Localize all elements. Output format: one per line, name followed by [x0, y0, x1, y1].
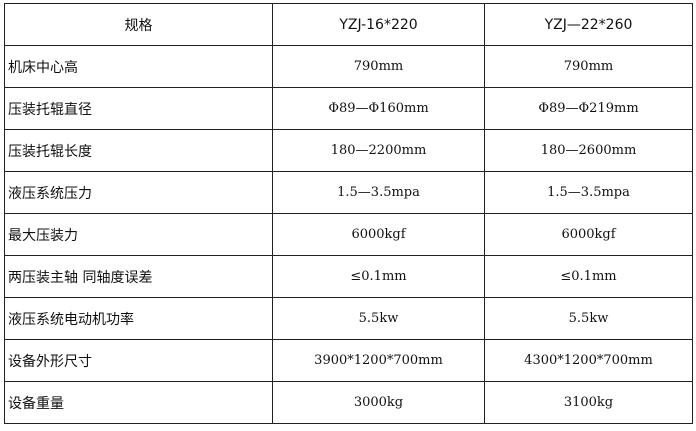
row-value-model-2: 4300*1200*700mm: [484, 339, 693, 382]
row-value-model-2: 790mm: [484, 45, 693, 88]
row-label: 液压系统电动机功率: [4, 297, 273, 340]
row-value-model-1: 3900*1200*700mm: [272, 339, 485, 382]
header-spec-label: 规格: [4, 3, 273, 46]
row-value-model-1: 3000kg: [272, 381, 485, 424]
table-row: 液压系统电动机功率 5.5kw 5.5kw: [4, 297, 693, 340]
row-value-model-2: 3100kg: [484, 381, 693, 424]
row-label: 液压系统压力: [4, 171, 273, 214]
row-value-model-1: 6000kgf: [272, 213, 485, 256]
row-value-model-1: ≤0.1mm: [272, 255, 485, 298]
table-row: 设备重量 3000kg 3100kg: [4, 381, 693, 424]
row-value-model-1: 180—2200mm: [272, 129, 485, 172]
row-value-model-1: 1.5—3.5mpa: [272, 171, 485, 214]
row-value-model-1: 790mm: [272, 45, 485, 88]
row-value-model-2: 180—2600mm: [484, 129, 693, 172]
table-row: 液压系统压力 1.5—3.5mpa 1.5—3.5mpa: [4, 171, 693, 214]
row-label: 设备外形尺寸: [4, 339, 273, 382]
row-label: 机床中心高: [4, 45, 273, 88]
row-value-model-2: ≤0.1mm: [484, 255, 693, 298]
row-value-model-2: 1.5—3.5mpa: [484, 171, 693, 214]
table-row: 最大压装力 6000kgf 6000kgf: [4, 213, 693, 256]
table-row: 机床中心高 790mm 790mm: [4, 45, 693, 88]
row-label: 压装托辊直径: [4, 87, 273, 130]
row-value-model-1: Φ89—Φ160mm: [272, 87, 485, 130]
row-value-model-1: 5.5kw: [272, 297, 485, 340]
row-label: 最大压装力: [4, 213, 273, 256]
row-label: 设备重量: [4, 381, 273, 424]
spec-table: 规格 YZJ-16*220 YZJ—22*260 机床中心高 790mm 790mm…: [4, 3, 693, 424]
row-value-model-2: Φ89—Φ219mm: [484, 87, 693, 130]
row-value-model-2: 5.5kw: [484, 297, 693, 340]
row-label: 压装托辊长度: [4, 129, 273, 172]
header-model-1: YZJ-16*220: [272, 3, 485, 46]
table-row: 压装托辊直径 Φ89—Φ160mm Φ89—Φ219mm: [4, 87, 693, 130]
header-model-2: YZJ—22*260: [484, 3, 693, 46]
table-row: 压装托辊长度 180—2200mm 180—2600mm: [4, 129, 693, 172]
header-row: 规格 YZJ-16*220 YZJ—22*260: [4, 3, 693, 46]
row-label: 两压装主轴 同轴度误差: [4, 255, 273, 298]
row-value-model-2: 6000kgf: [484, 213, 693, 256]
table-row: 两压装主轴 同轴度误差 ≤0.1mm ≤0.1mm: [4, 255, 693, 298]
table-row: 设备外形尺寸 3900*1200*700mm 4300*1200*700mm: [4, 339, 693, 382]
